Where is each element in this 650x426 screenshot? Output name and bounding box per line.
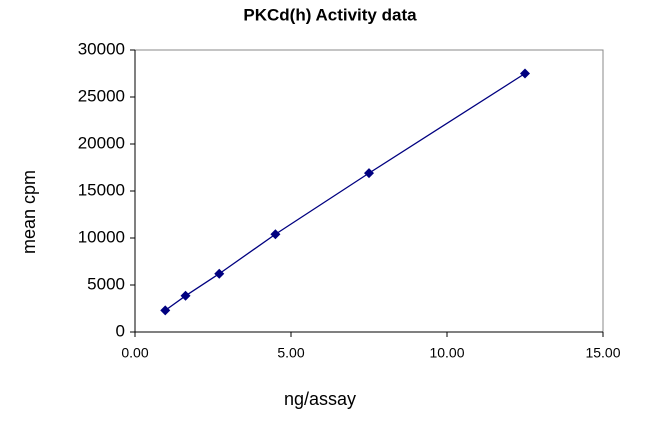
data-point: [520, 68, 530, 79]
x-axis-label: ng/assay: [284, 389, 356, 409]
x-tick-label: 10.00: [429, 345, 464, 361]
y-tick-label: 30000: [78, 39, 125, 58]
x-tick-label: 0.00: [121, 345, 148, 361]
y-tick-label: 10000: [78, 227, 125, 246]
y-axis-label: mean cpm: [19, 170, 39, 254]
data-point: [160, 305, 171, 316]
data-point: [180, 290, 191, 301]
data-point: [270, 229, 281, 240]
data-point: [214, 268, 225, 279]
chart-title: PKCd(h) Activity data: [243, 5, 417, 24]
x-tick-label: 15.00: [585, 345, 620, 361]
y-tick-label: 25000: [78, 86, 125, 105]
y-tick-label: 20000: [78, 133, 125, 152]
trend-line: [164, 72, 526, 311]
x-tick-label: 5.00: [277, 345, 304, 361]
y-tick-label: 0: [116, 321, 125, 340]
y-tick-label: 15000: [78, 180, 125, 199]
y-tick-label: 5000: [87, 274, 125, 293]
data-point: [364, 168, 374, 179]
